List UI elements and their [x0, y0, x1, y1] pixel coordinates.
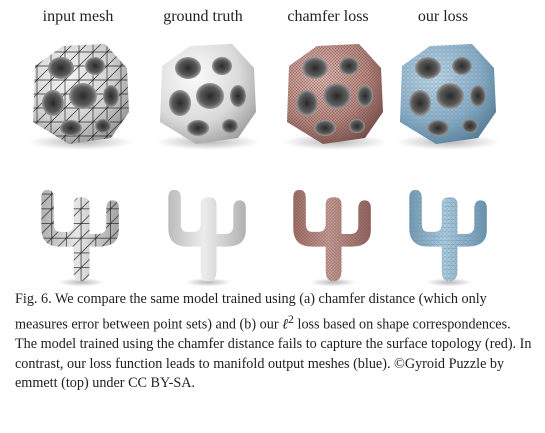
- panel-ground-truth-cactus: [168, 189, 246, 287]
- caption-text-part-2: loss based on shape correspondences. The…: [15, 316, 532, 392]
- column-label-input-mesh: input mesh: [42, 8, 114, 25]
- column-labels: input mesh ground truth chamfer loss our…: [0, 6, 545, 30]
- column-label-ground-truth: ground truth: [163, 8, 243, 25]
- caption-superscript: 2: [288, 311, 294, 326]
- caption-ell-symbol: ℓ: [282, 316, 289, 333]
- column-label-our-loss: our loss: [417, 8, 469, 25]
- caption-figure-label: Fig. 6.: [15, 291, 52, 307]
- panel-chamfer-loss-cube: [283, 44, 387, 150]
- caption-text-part-1: We compare the same model trained using …: [15, 291, 487, 333]
- panel-ground-truth-cube: [156, 44, 260, 150]
- panel-chamfer-loss-cactus: [293, 189, 371, 287]
- figure-caption: Fig. 6. We compare the same model traine…: [15, 290, 535, 394]
- panel-our-loss-cube: [396, 44, 500, 150]
- panel-input-mesh-cube: [29, 44, 133, 150]
- figure-panels: [29, 44, 500, 287]
- column-label-chamfer-loss: chamfer loss: [287, 8, 369, 25]
- panel-our-loss-cactus: [409, 189, 487, 287]
- panel-input-mesh-cactus: [41, 189, 119, 287]
